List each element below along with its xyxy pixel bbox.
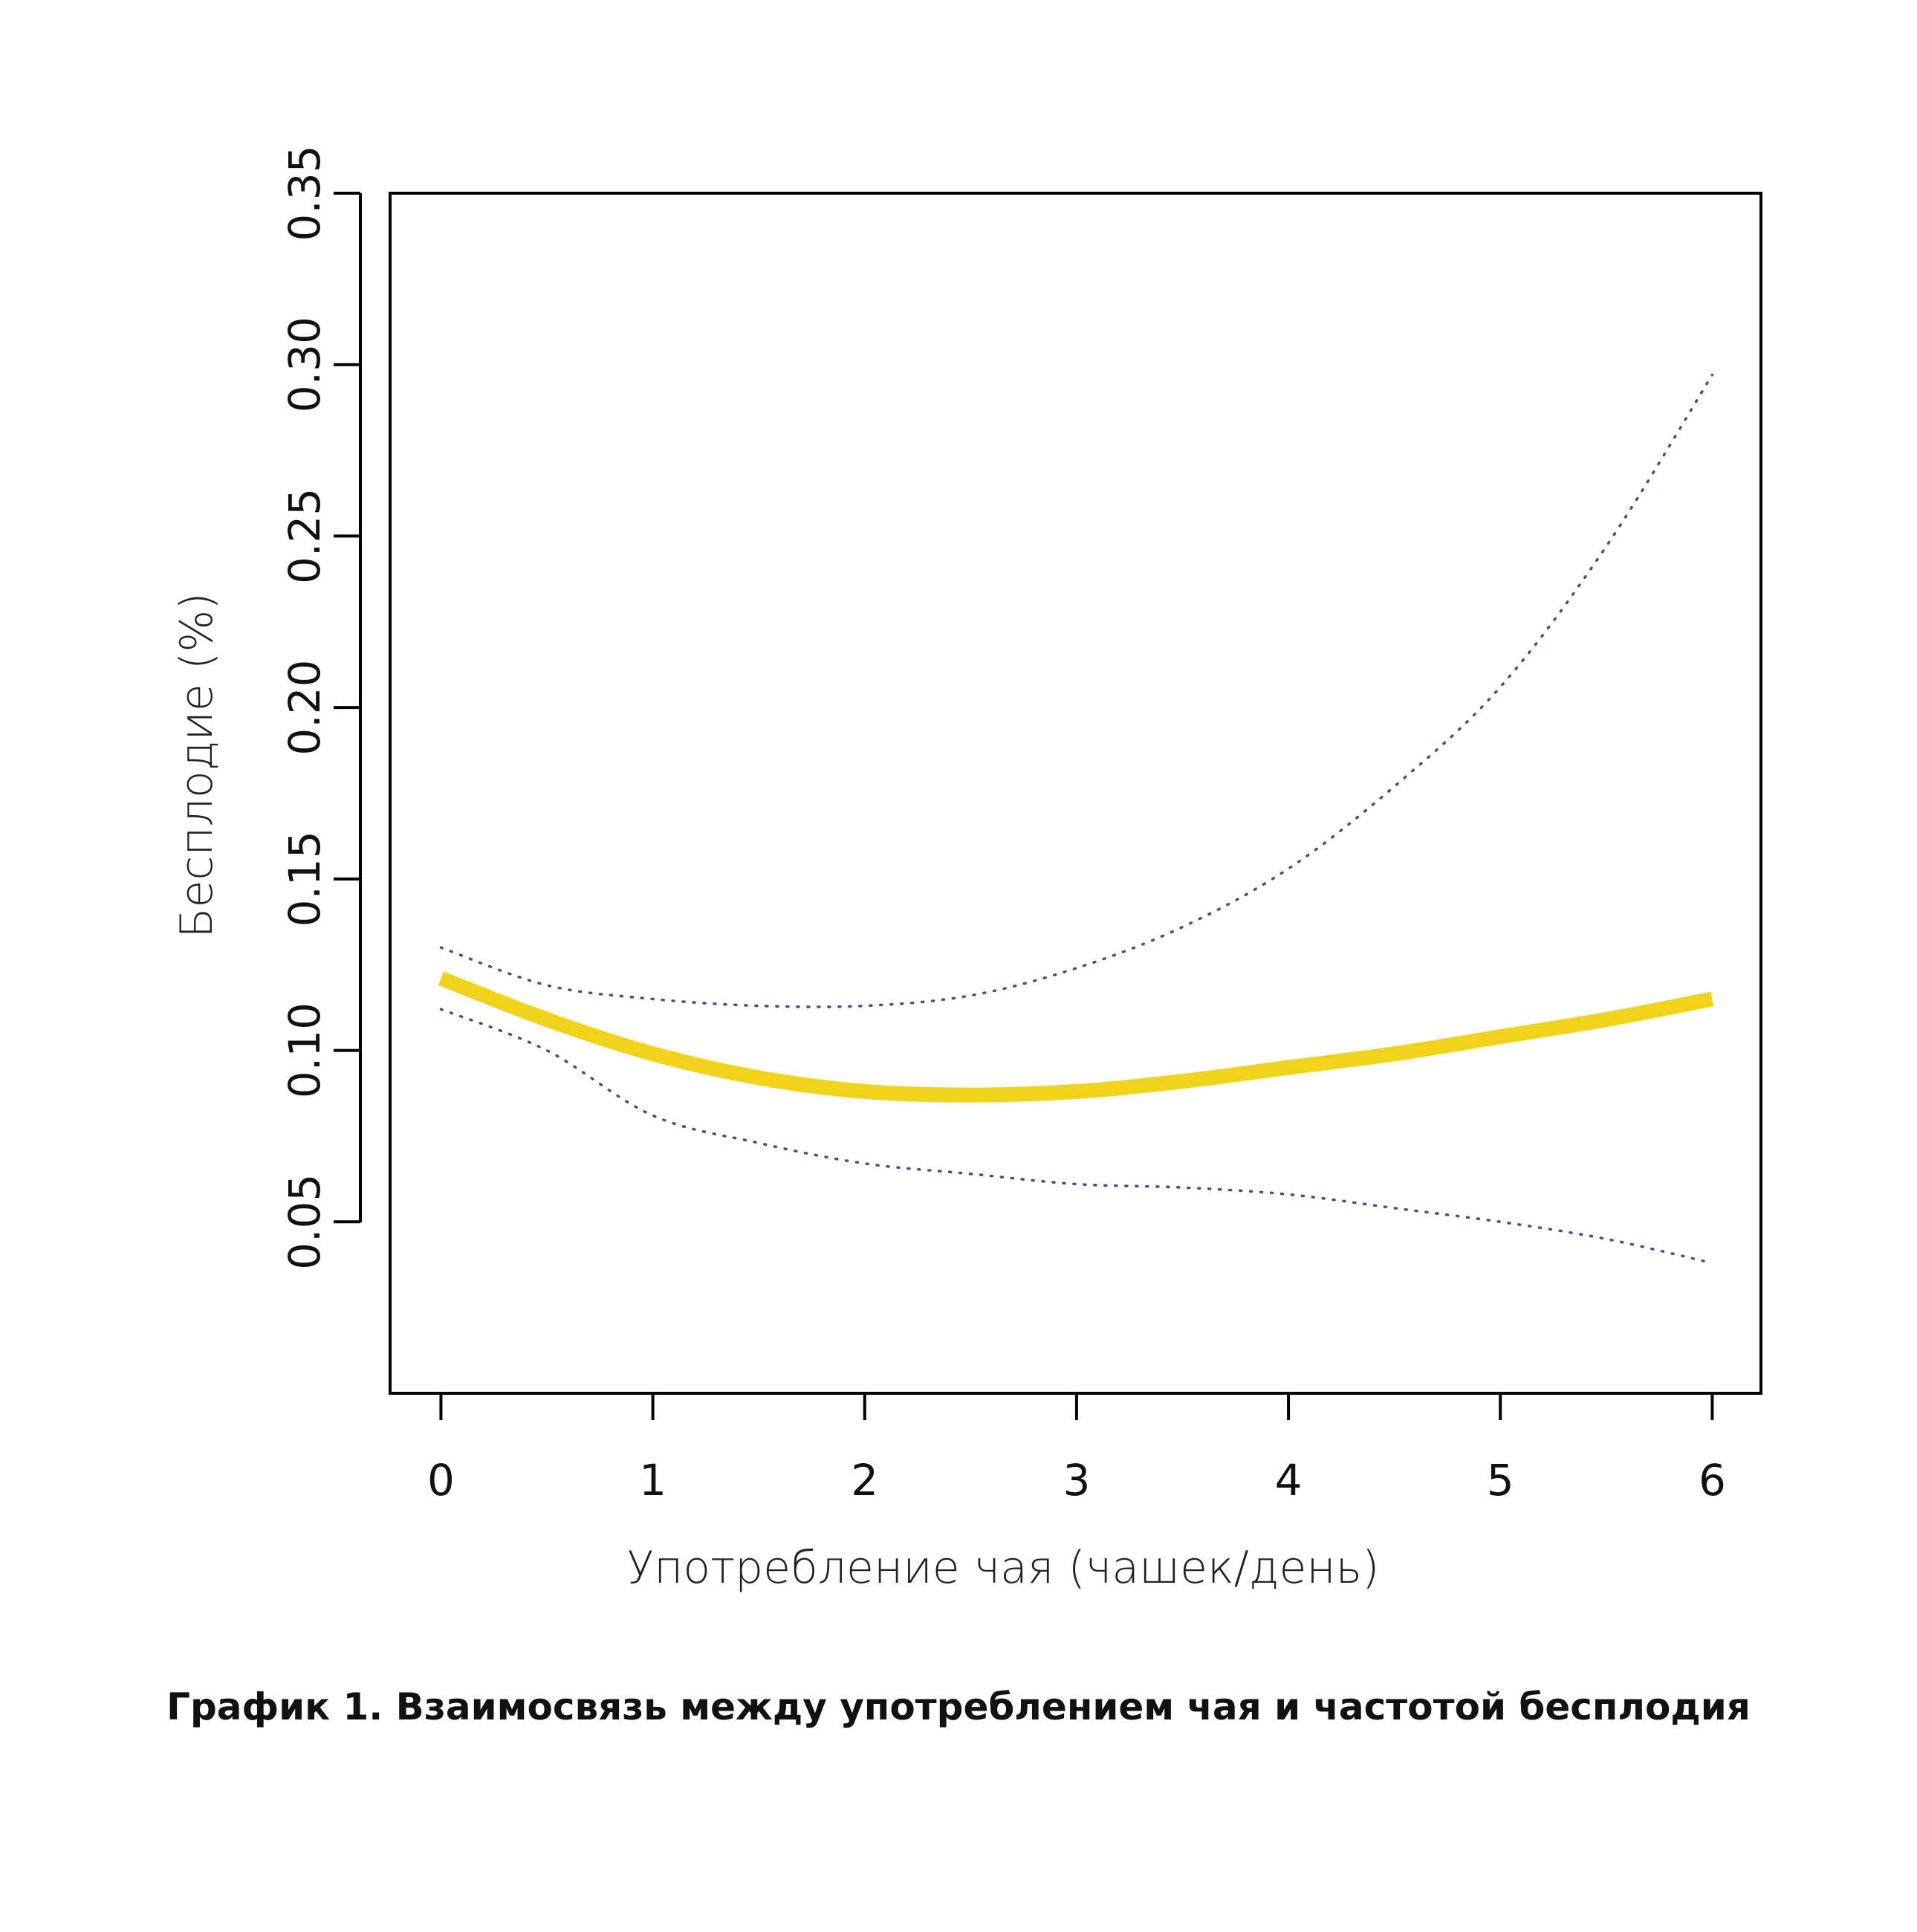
series-layer xyxy=(438,373,1714,1265)
y-axis-label: Бесплодие (%) xyxy=(171,592,223,938)
y-tick-label: 0.05 xyxy=(279,1174,330,1270)
y-tick-label: 0.35 xyxy=(279,145,330,241)
y-tick-label: 0.30 xyxy=(279,317,330,412)
series-line-bound xyxy=(439,1008,1714,1265)
y-tick-label: 0.15 xyxy=(279,831,330,927)
x-tick-label: 6 xyxy=(1699,1455,1726,1505)
series-line-main xyxy=(438,971,1714,1103)
x-axis-label: Употребление чая (чашек/день) xyxy=(627,1542,1380,1594)
x-tick-label: 5 xyxy=(1487,1455,1514,1505)
x-tick-label: 3 xyxy=(1063,1455,1090,1505)
y-tick-label: 0.10 xyxy=(279,1002,330,1098)
plot-frame xyxy=(389,192,1762,1395)
y-tick-label: 0.20 xyxy=(279,660,330,756)
x-tick-label: 1 xyxy=(639,1455,666,1505)
x-tick-label: 0 xyxy=(427,1455,455,1505)
y-axis: 0.05 0.10 0.15 0.20 0.25 0.30 0.35 xyxy=(279,145,362,1270)
figure-caption: График 1. Взаимосвязь между употребление… xyxy=(166,1685,1751,1728)
y-tick-label: 0.25 xyxy=(279,488,330,584)
series-line-bound xyxy=(439,373,1714,1008)
x-tick-label: 4 xyxy=(1275,1455,1303,1505)
x-tick-label: 2 xyxy=(851,1455,878,1505)
x-axis: 0 1 2 3 4 5 6 xyxy=(427,1392,1726,1505)
